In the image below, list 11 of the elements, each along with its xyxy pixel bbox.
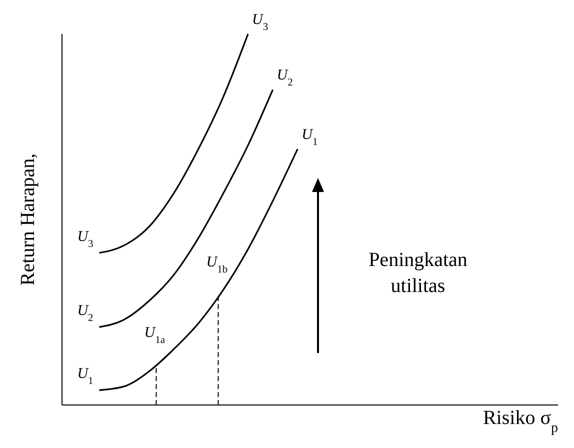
series-label: U$_{1}$ xyxy=(302,127,318,148)
annotation: U$_{1a}$ xyxy=(144,324,166,346)
text: U$_{1}$ xyxy=(77,366,94,387)
series-label: U$_{3}$ xyxy=(252,12,268,32)
text: U$_{2}$ xyxy=(77,303,94,324)
text: U$_{3}$ xyxy=(77,228,94,250)
y-axis-title: Return Harapan, xyxy=(17,153,39,286)
annotation: U$_{1b}$ xyxy=(206,254,228,276)
annotation: Peningkatan utilitas xyxy=(368,249,468,297)
series-label: U$_{2}$ xyxy=(276,68,293,88)
x-axis-title: Risiko σ$_{p}$ xyxy=(482,407,558,436)
